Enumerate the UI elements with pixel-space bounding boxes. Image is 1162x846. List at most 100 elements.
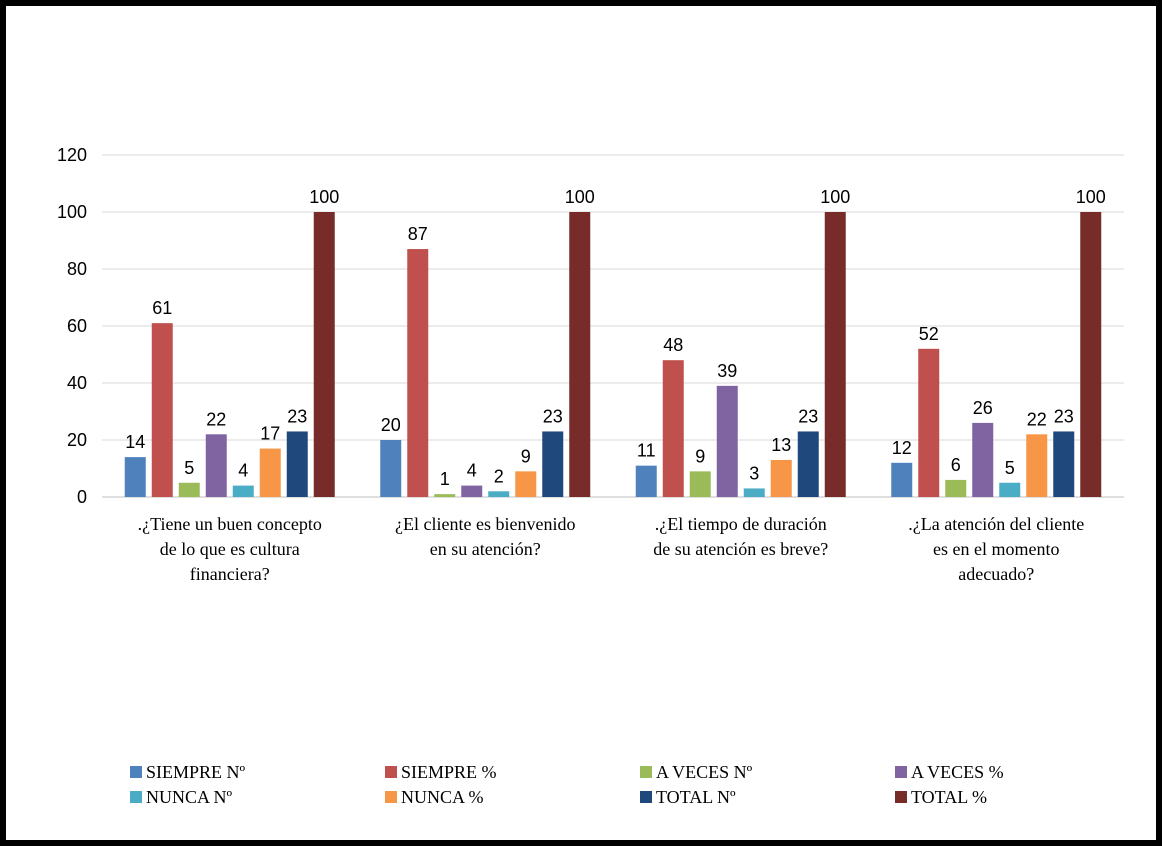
data-label: 4: [467, 461, 477, 481]
legend-label: TOTAL Nº: [656, 787, 736, 807]
bar: [945, 479, 967, 497]
y-tick-label: 0: [77, 487, 87, 507]
data-label: 12: [892, 438, 912, 458]
data-label: 87: [408, 224, 428, 244]
bar: [151, 323, 173, 497]
legend-swatch: [130, 766, 142, 778]
legend-label: TOTAL %: [911, 787, 987, 807]
bar: [232, 485, 254, 497]
bar: [743, 488, 765, 497]
y-tick-label: 40: [67, 373, 87, 393]
legend-swatch: [385, 791, 397, 803]
legend-swatch: [895, 791, 907, 803]
bar: [1080, 212, 1102, 497]
gridlines: [102, 154, 1124, 498]
bar: [124, 457, 146, 497]
legend-label: A VECES Nº: [656, 762, 753, 782]
bar: [635, 465, 657, 497]
data-label: 4: [238, 461, 248, 481]
bar: [1053, 431, 1075, 497]
legend: SIEMPRE Nº SIEMPRE % A VECES Nº A VECES % NU…: [130, 762, 1004, 807]
bar: [488, 491, 510, 497]
category-label: es en el momento: [933, 539, 1059, 559]
data-label: 100: [309, 187, 339, 207]
bar: [569, 212, 591, 497]
data-label: 100: [565, 187, 595, 207]
data-label: 23: [798, 406, 818, 426]
category-label: en su atención?: [430, 539, 541, 559]
category-label: adecuado?: [958, 564, 1034, 584]
data-label: 23: [287, 406, 307, 426]
data-label: 61: [152, 298, 172, 318]
category-label: de lo que es cultura: [160, 539, 300, 559]
legend-label: NUNCA %: [401, 787, 484, 807]
data-label: 2: [494, 466, 504, 486]
category-label: financiera?: [190, 564, 270, 584]
bar: [824, 212, 846, 497]
bar: [434, 494, 456, 497]
bar: [515, 471, 537, 497]
legend-label: SIEMPRE %: [401, 762, 497, 782]
category-label: ¿El cliente es bienvenido: [395, 514, 575, 534]
bar: [1026, 434, 1048, 497]
y-axis-ticks: 0 20 40 60 80 100 120: [57, 145, 87, 507]
y-tick-label: 60: [67, 316, 87, 336]
category-label: .¿El tiempo de duración: [655, 514, 827, 534]
bar: [461, 485, 483, 497]
data-label: 100: [1076, 187, 1106, 207]
data-label: 9: [695, 446, 705, 466]
bar: [689, 471, 711, 497]
category-labels: .¿Tiene un buen concepto de lo que es cul…: [138, 514, 1085, 584]
bar: [286, 431, 308, 497]
y-tick-label: 100: [57, 202, 87, 222]
data-label: 9: [521, 446, 531, 466]
data-label: 17: [260, 424, 280, 444]
data-label: 5: [184, 458, 194, 478]
category-label: .¿La atención del cliente: [908, 514, 1084, 534]
data-label: 23: [543, 406, 563, 426]
legend-swatch: [385, 766, 397, 778]
legend-swatch: [640, 791, 652, 803]
bar: [662, 360, 684, 497]
bar: [918, 348, 940, 497]
bar: [313, 212, 335, 497]
bar: [972, 422, 994, 497]
legend-label: NUNCA Nº: [146, 787, 233, 807]
data-label: 14: [125, 432, 145, 452]
data-label: 11: [637, 441, 656, 461]
legend-swatch: [640, 766, 652, 778]
data-label: 22: [1027, 409, 1047, 429]
data-label: 52: [919, 324, 939, 344]
bar: [542, 431, 564, 497]
data-label: 20: [381, 415, 401, 435]
data-label: 26: [973, 398, 993, 418]
y-tick-label: 20: [67, 430, 87, 450]
legend-label: SIEMPRE Nº: [146, 762, 246, 782]
bar: [770, 459, 792, 497]
y-tick-label: 120: [57, 145, 87, 165]
bar: [380, 440, 402, 497]
category-label: .¿Tiene un buen concepto: [138, 514, 322, 534]
bar: [891, 462, 913, 497]
bars: [124, 212, 1102, 497]
bar: [259, 448, 281, 497]
legend-swatch: [130, 791, 142, 803]
bar: [716, 385, 738, 497]
y-tick-label: 80: [67, 259, 87, 279]
data-label: 1: [440, 469, 450, 489]
category-label: de su atención es breve?: [653, 539, 828, 559]
data-label: 48: [663, 335, 683, 355]
data-label: 3: [749, 463, 759, 483]
data-label: 22: [206, 409, 226, 429]
data-label: 39: [717, 361, 737, 381]
legend-label: A VECES %: [911, 762, 1004, 782]
data-label: 23: [1054, 406, 1074, 426]
bar: [407, 249, 429, 497]
legend-swatch: [895, 766, 907, 778]
data-label: 5: [1005, 458, 1015, 478]
data-label: 6: [951, 455, 961, 475]
bar: [999, 482, 1021, 497]
bar: [178, 482, 200, 497]
